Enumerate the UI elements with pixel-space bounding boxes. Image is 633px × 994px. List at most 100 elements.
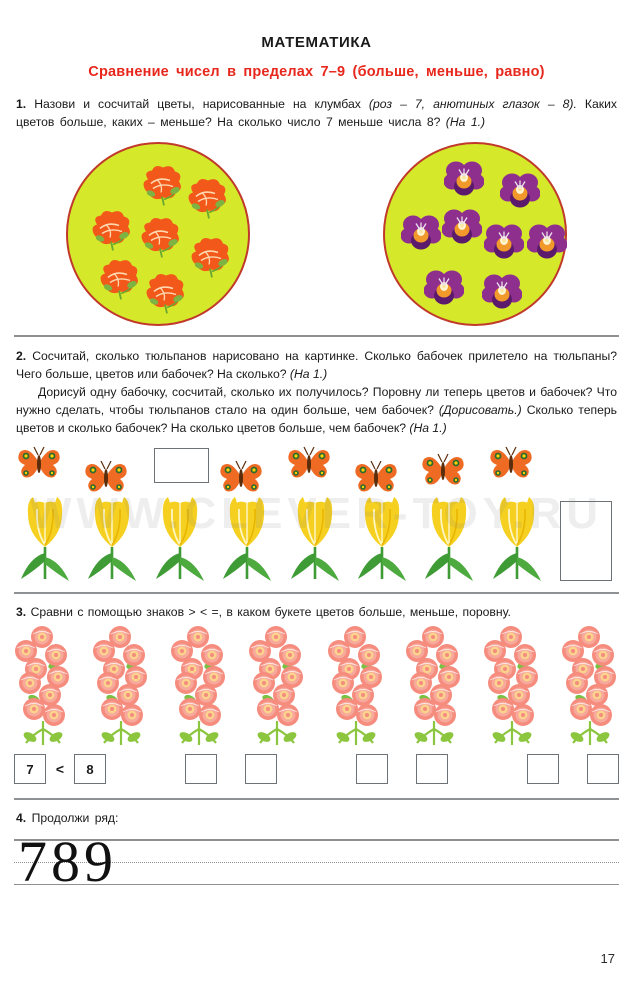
rose-bouquets-illustration (0, 625, 633, 750)
tulips-butterflies-illustration (0, 443, 633, 583)
tulip-butterfly-cell (81, 443, 147, 583)
pansy-flower (526, 220, 568, 265)
tulip-flower (353, 491, 415, 583)
butterfly (420, 443, 482, 491)
butterfly (488, 443, 550, 491)
answer-box-left[interactable] (356, 754, 388, 785)
answer-box-right[interactable] (416, 754, 448, 785)
comparison-pair: 7 <8 (14, 754, 106, 785)
ruled-line-top (14, 839, 619, 841)
comparison-sign[interactable]: < (55, 761, 65, 778)
task-2-p2-a: Дорисуй одну бабочку, сосчитай, сколько … (16, 385, 617, 418)
tulip-butterfly-cell (418, 443, 484, 583)
rose-flower (137, 212, 183, 263)
task-2-text: 2. Сосчитай, сколько тюльпанов нарисован… (16, 347, 617, 437)
rose-flower (139, 159, 185, 210)
handwriting-practice-line[interactable]: 789 (14, 829, 619, 894)
answer-box-right[interactable] (245, 754, 277, 785)
section-divider-1 (14, 335, 619, 338)
pansy-flower (443, 157, 485, 202)
rose-bouquet (14, 625, 72, 752)
tulip-butterfly-cell (149, 443, 215, 583)
rose-bouquet (92, 625, 150, 752)
task-4-instruction: Продолжи ряд: (31, 811, 119, 826)
task-2-p2-c: Сколько теперь цветов и сколько бабочек?… (16, 403, 617, 436)
ruled-line-dotted-middle (14, 862, 619, 864)
draw-tulip-box[interactable] (555, 491, 617, 583)
comparison-pair (185, 754, 277, 785)
ruled-line-bottom (14, 884, 619, 886)
pansy-flower (441, 206, 483, 251)
answer-box-left[interactable] (185, 754, 217, 785)
rose-bouquet (483, 625, 541, 752)
task-2-p1-b: (На 1.) (289, 367, 328, 382)
task-3-instruction: Сравни с помощью знаков > < =, в каком б… (30, 605, 511, 620)
butterfly (83, 443, 145, 492)
tulip-butterfly-cell (553, 443, 619, 583)
task-4-number: 4. (16, 811, 27, 826)
draw-butterfly-box[interactable] (151, 443, 213, 491)
rose-bouquet (327, 625, 385, 752)
answer-box-left[interactable] (527, 754, 559, 785)
tulip-flower (151, 491, 213, 583)
tulip-flower (420, 491, 482, 583)
task-1-number: 1. (16, 97, 27, 111)
rose-flower (96, 253, 142, 304)
butterfly (16, 443, 78, 491)
tulip-flower (286, 491, 348, 583)
rose-bouquet (405, 625, 463, 752)
page-title: МАТЕМАТИКА (261, 34, 372, 51)
task-2-p2-b: (Дорисовать.) (438, 403, 522, 418)
page-number: 17 (600, 951, 615, 966)
butterfly (218, 443, 280, 492)
butterfly (286, 443, 348, 491)
task-1-text-d: (На 1.) (445, 115, 486, 130)
tulip-flower (16, 491, 78, 583)
rose-flower (142, 267, 188, 318)
task-1-text: 1. Назови и сосчитай цветы, нарисованные… (16, 95, 617, 131)
flower-bed-roses (66, 141, 251, 326)
pansy-flower (483, 220, 525, 265)
comparison-answer-row: 7 <8 (14, 754, 619, 785)
task-2-p2-d: (На 1.) (409, 421, 447, 436)
rose-bouquet (248, 625, 306, 752)
tulip-butterfly-cell (351, 443, 417, 583)
answer-box-left[interactable]: 7 (14, 754, 46, 785)
rose-flower (88, 204, 134, 255)
practice-digits: 789 (18, 829, 117, 895)
worksheet-page: МАТЕМАТИКА Сравнение чисел в пределах 7–… (0, 34, 633, 994)
task-1-text-a: Назови и сосчитай цветы, нарисованные на… (34, 97, 369, 111)
task-2-paragraph-2: Дорисуй одну бабочку, сосчитай, сколько … (16, 383, 617, 437)
flower-beds-illustration (0, 141, 633, 326)
tulip-butterfly-cell (216, 443, 282, 583)
bouquet-pair (327, 625, 463, 752)
task-1-text-c: Каких цветов больше, каких – меньше? На … (16, 97, 618, 130)
bouquet-pair (14, 625, 150, 752)
section-divider-3 (14, 798, 619, 801)
flower-bed-pansies (382, 141, 568, 326)
comparison-pair (356, 754, 448, 785)
tulip-flower (218, 491, 280, 583)
task-2-number: 2. (16, 349, 27, 364)
tulip-flower (488, 491, 550, 583)
rose-flower (184, 172, 230, 223)
bouquet-pair (170, 625, 306, 752)
tulip-flower (83, 491, 145, 583)
comparison-pair (527, 754, 619, 785)
task-4-text: 4. Продолжи ряд: (16, 809, 617, 827)
pansy-flower (481, 270, 523, 315)
tulip-butterfly-cell (486, 443, 552, 583)
pansy-flower (423, 267, 465, 312)
task-3-number: 3. (16, 605, 27, 620)
pansy-flower (400, 211, 442, 256)
tulip-butterfly-cell (284, 443, 350, 583)
butterfly-slot-empty (555, 443, 617, 491)
section-divider-2 (14, 592, 619, 595)
task-2-p1-a: Сосчитай, сколько тюльпанов нарисовано н… (16, 349, 617, 382)
rose-flower (187, 231, 233, 282)
butterfly (353, 443, 415, 492)
answer-box-right[interactable] (587, 754, 619, 785)
tulip-butterfly-cell (14, 443, 80, 583)
answer-box-right[interactable]: 8 (74, 754, 106, 785)
page-subtitle: Сравнение чисел в пределах 7–9 (больше, … (88, 64, 545, 80)
